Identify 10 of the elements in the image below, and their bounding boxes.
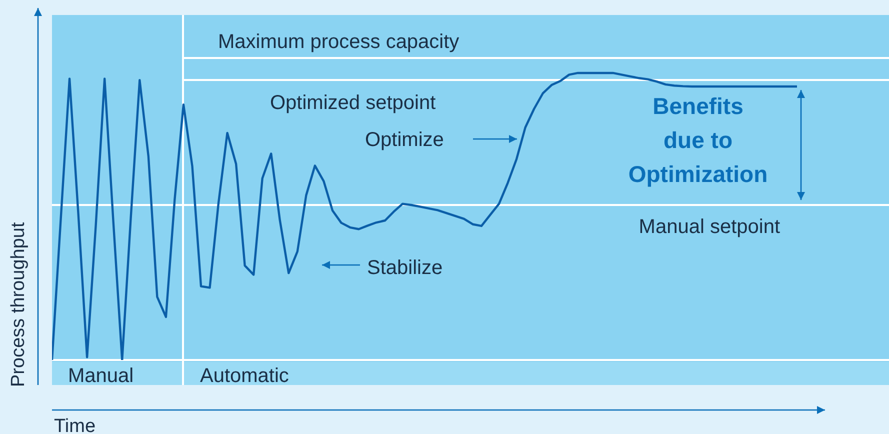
- y-axis-title: Process throughput: [8, 222, 29, 387]
- text: Maximum process capacity: [218, 31, 460, 53]
- annotation: Optimized setpoint: [270, 92, 436, 114]
- text: Automatic: [200, 365, 289, 387]
- annotation: Optimize: [365, 129, 444, 151]
- annotation: Benefits due to Optimization: [628, 93, 768, 187]
- annotation: Stabilize: [367, 257, 443, 279]
- text: Manual: [68, 365, 134, 387]
- annotation: Manual setpoint: [638, 216, 780, 238]
- x-axis-title: Time: [54, 416, 96, 434]
